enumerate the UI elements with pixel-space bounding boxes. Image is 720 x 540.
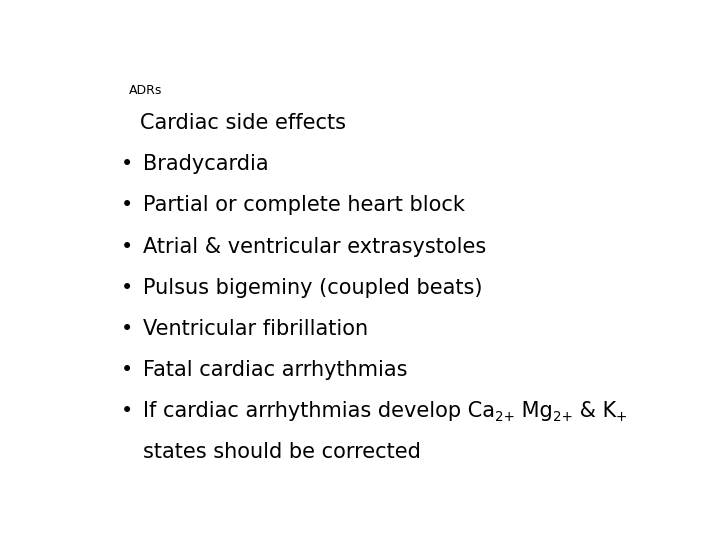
Text: If cardiac arrhythmias develop Ca: If cardiac arrhythmias develop Ca <box>143 401 495 421</box>
Text: ADRs: ADRs <box>129 84 163 97</box>
Text: Fatal cardiac arrhythmias: Fatal cardiac arrhythmias <box>143 360 408 380</box>
Text: •: • <box>121 401 133 421</box>
Text: Partial or complete heart block: Partial or complete heart block <box>143 195 465 215</box>
Text: Mg: Mg <box>515 401 553 421</box>
Text: Cardiac side effects: Cardiac side effects <box>140 113 346 133</box>
Text: •: • <box>121 154 133 174</box>
Text: •: • <box>121 237 133 256</box>
Text: +: + <box>616 410 627 424</box>
Text: Ventricular fibrillation: Ventricular fibrillation <box>143 319 368 339</box>
Text: Atrial & ventricular extrasystoles: Atrial & ventricular extrasystoles <box>143 237 486 256</box>
Text: •: • <box>121 360 133 380</box>
Text: & K: & K <box>572 401 616 421</box>
Text: •: • <box>121 195 133 215</box>
Text: Pulsus bigeminy (coupled beats): Pulsus bigeminy (coupled beats) <box>143 278 482 298</box>
Text: •: • <box>121 319 133 339</box>
Text: 2+: 2+ <box>495 410 515 424</box>
Text: states should be corrected: states should be corrected <box>143 442 421 462</box>
Text: 2+: 2+ <box>553 410 572 424</box>
Text: •: • <box>121 278 133 298</box>
Text: Bradycardia: Bradycardia <box>143 154 269 174</box>
